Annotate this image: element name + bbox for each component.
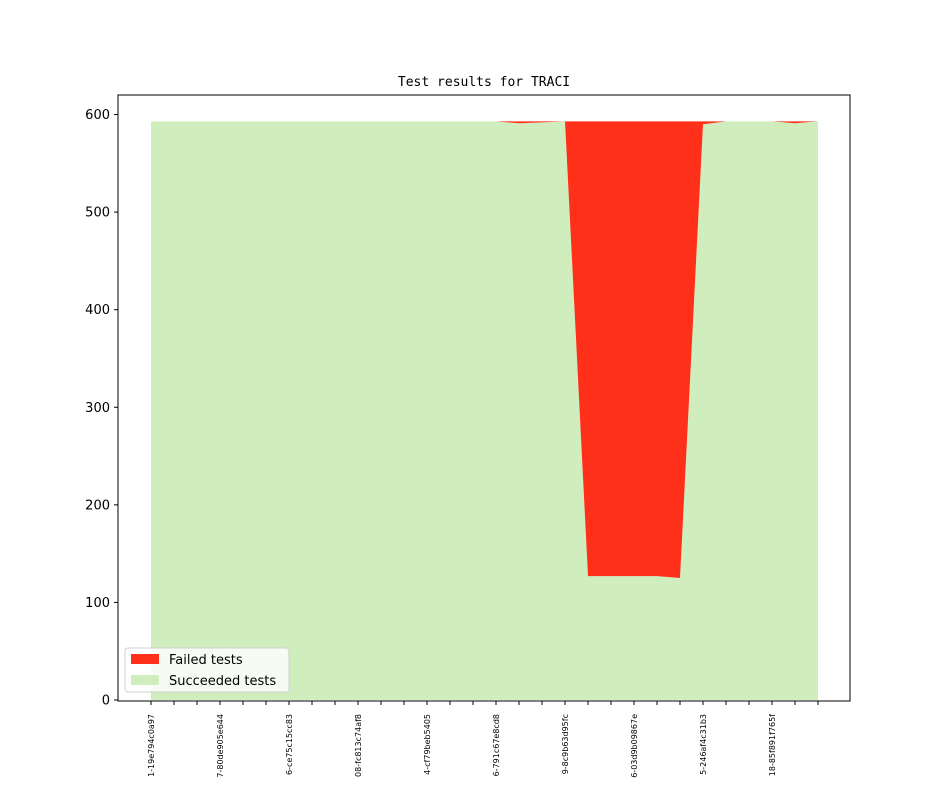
x-tick-label: 6-791c67e8cd8 <box>492 714 501 776</box>
x-tick-label: 5-246af4c31b3 <box>699 714 708 775</box>
legend-box <box>124 647 290 693</box>
plot-area <box>151 121 818 700</box>
x-tick-label: 4-cf79beb5405 <box>423 714 432 775</box>
y-axis: 0 100 200 300 400 500 600 <box>85 108 118 709</box>
y-tick-label: 0 <box>102 694 110 709</box>
chart-title: Test results for TRACI <box>398 75 570 90</box>
x-tick-label: 1-19e794c0a97 <box>147 714 156 777</box>
x-tick-label: 6-ce75c15cc83 <box>285 714 294 775</box>
series-succeeded-tests-area <box>151 121 818 700</box>
y-tick-label: 200 <box>85 498 110 513</box>
legend-label-succeeded-tests: Succeeded tests <box>169 674 276 689</box>
y-tick-label: 100 <box>85 596 110 611</box>
legend-label-failed-tests: Failed tests <box>169 653 243 668</box>
y-tick-label: 600 <box>85 108 110 123</box>
y-tick-label: 500 <box>85 206 110 221</box>
series-failed-tests-area <box>151 121 818 579</box>
x-tick-label: 08-fc813c74af8 <box>354 714 363 777</box>
x-tick-label: 9-8c9b63d95fc <box>561 714 570 774</box>
legend: Failed tests Succeeded tests <box>124 647 290 693</box>
y-tick-label: 300 <box>85 401 110 416</box>
y-tick-label: 400 <box>85 303 110 318</box>
x-tick-label: 7-80de905e644 <box>216 714 225 778</box>
x-tick-label: 6-03d9b09867e <box>630 714 639 778</box>
x-tick-label: 18-85f891f765f <box>768 714 777 776</box>
plot-frame <box>117 94 851 702</box>
x-axis: 1-19e794c0a97 7-80de905e644 6-ce75c15cc83 0… <box>147 701 819 778</box>
legend-swatch-succeeded-tests <box>131 675 159 685</box>
legend-swatch-failed-tests <box>131 654 159 664</box>
